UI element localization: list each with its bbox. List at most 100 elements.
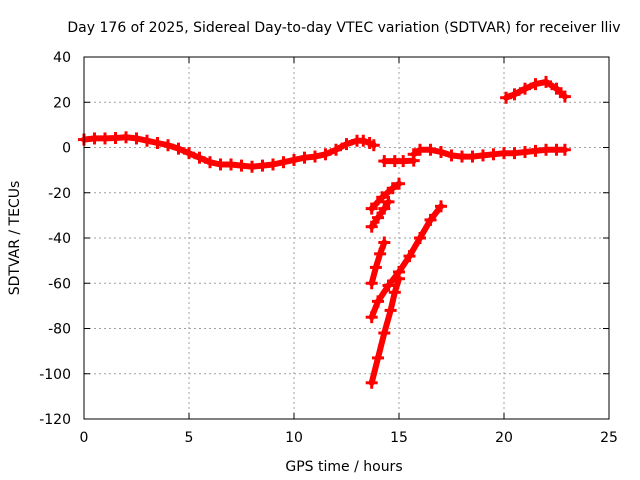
data-point — [365, 277, 378, 290]
data-point — [378, 202, 391, 215]
data-point — [172, 142, 185, 155]
grid — [84, 57, 609, 419]
data-point — [403, 250, 416, 263]
data-point — [378, 155, 391, 168]
y-tick-label: -40 — [48, 231, 71, 247]
data-point — [550, 82, 563, 95]
data-point — [519, 146, 531, 159]
data-point — [414, 232, 426, 244]
data-point — [374, 247, 387, 260]
data-point — [378, 327, 391, 340]
data-series-line — [368, 198, 392, 230]
x-tick-label: 10 — [285, 430, 303, 446]
data-point — [204, 156, 216, 169]
data-point — [508, 88, 521, 101]
data-point — [466, 150, 479, 163]
data-point — [319, 148, 332, 161]
data-point — [162, 139, 174, 152]
data-point — [298, 151, 311, 164]
data-point — [376, 191, 389, 204]
data-point — [372, 295, 384, 308]
data-point — [508, 147, 521, 160]
data-point — [246, 160, 258, 173]
data-point — [330, 143, 342, 156]
data-point — [225, 158, 237, 171]
data-point — [435, 146, 447, 159]
data-point — [382, 279, 395, 292]
data-point — [193, 151, 206, 164]
data-point — [130, 132, 143, 145]
data-point — [558, 143, 571, 156]
data-point — [365, 376, 378, 389]
data-point — [109, 131, 122, 144]
data-point — [288, 153, 300, 166]
data-series-line — [368, 203, 444, 321]
data-point — [456, 150, 468, 163]
data-point — [414, 143, 426, 156]
data-point — [388, 286, 401, 299]
x-tick-label: 25 — [600, 430, 618, 446]
data-point — [540, 143, 552, 156]
data-point — [435, 200, 447, 213]
x-tick-label: 5 — [185, 430, 194, 446]
data-series-line — [368, 239, 388, 287]
data-point — [445, 149, 458, 162]
data-point — [99, 132, 111, 145]
data-point — [519, 82, 531, 95]
data-point — [277, 156, 290, 169]
data-point — [256, 159, 269, 172]
y-axis-label: SDTVAR / TECUs — [7, 181, 23, 296]
y-tick-label: -100 — [39, 367, 71, 383]
data-point — [309, 150, 321, 163]
data-point — [183, 147, 195, 160]
plot-frame — [83, 56, 610, 420]
data-point — [393, 177, 405, 190]
data-point — [477, 149, 489, 162]
x-tick-label: 15 — [390, 430, 408, 446]
x-tick-label: 0 — [80, 430, 89, 446]
data-point — [88, 132, 101, 145]
data-point — [372, 351, 384, 364]
data-point — [367, 139, 380, 152]
y-tick-label: -80 — [48, 322, 71, 338]
y-tick-label: 20 — [53, 95, 71, 111]
data-point — [424, 143, 437, 156]
x-tick-label: 20 — [495, 430, 513, 446]
data-point — [500, 91, 513, 104]
data-point — [397, 155, 410, 168]
data-point — [407, 148, 420, 161]
data-point — [384, 304, 397, 317]
data-point — [151, 136, 164, 149]
y-tick-label: -20 — [48, 186, 71, 202]
data-point — [340, 138, 353, 151]
data-point — [120, 131, 132, 144]
data-point — [365, 311, 378, 324]
y-tick-label: -60 — [48, 276, 71, 292]
data-point — [235, 159, 248, 172]
data-point — [498, 147, 510, 160]
data-point — [540, 75, 552, 88]
data-point — [365, 202, 378, 215]
data-point — [369, 261, 382, 274]
data-point — [378, 236, 391, 249]
data-point — [558, 90, 571, 103]
data-point — [424, 213, 437, 226]
chart-title: Day 176 of 2025, Sidereal Day-to-day VTE… — [67, 20, 620, 36]
data-point — [267, 158, 279, 171]
data-point — [382, 195, 395, 208]
data-point — [386, 182, 399, 195]
data-point — [529, 78, 542, 91]
y-tick-label: -120 — [39, 412, 71, 428]
y-tick-label: 0 — [62, 141, 71, 157]
data-point — [141, 134, 153, 147]
data-series-line — [368, 180, 402, 212]
axis-ticks: 0 5 10 15 20 25 -120 -100 -80 -60 -40 -20 0 20 40 — [39, 50, 618, 446]
x-axis-label: GPS time / hours — [285, 459, 402, 475]
data-point — [214, 158, 227, 171]
data-point — [357, 134, 370, 147]
data-point — [365, 220, 378, 233]
data-series — [78, 75, 571, 389]
data-point — [487, 148, 500, 161]
y-tick-label: 40 — [53, 50, 71, 66]
